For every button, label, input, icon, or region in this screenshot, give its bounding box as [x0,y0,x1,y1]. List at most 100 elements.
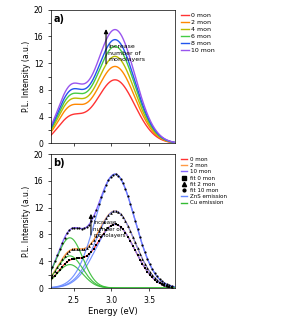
Point [53,268,57,274]
Point [126,223,130,228]
2 mon [143,262,147,266]
Point [143,261,147,266]
10 mon [143,250,147,254]
Point [145,266,150,271]
Point [157,281,162,286]
0 mon [143,266,147,270]
Point [143,265,147,270]
Point [99,235,103,240]
Point [57,246,62,252]
10 mon [49,124,53,128]
Point [157,277,162,282]
4 mon [174,141,177,145]
0 mon [71,112,75,116]
0 mon [113,78,117,82]
6 mon [133,82,136,85]
2 mon [81,102,85,106]
Point [50,272,55,277]
2 mon [123,73,126,77]
Point [97,228,101,234]
Point [97,201,101,206]
Point [116,173,120,178]
Point [87,222,91,227]
Point [84,253,89,259]
Point [118,176,123,181]
Point [135,227,140,232]
2 mon [71,247,75,251]
Point [77,226,82,231]
2 mon [71,103,75,107]
Point [126,234,130,239]
6 mon [71,92,75,95]
10 mon [106,180,109,184]
Point [50,276,55,281]
Point [157,279,162,284]
2 mon [106,214,109,218]
Point [135,246,140,251]
8 mon [71,87,75,91]
Point [65,250,69,255]
4 mon [81,97,85,100]
Line: 2 mon: 2 mon [51,67,175,143]
Legend: 0 mon, 2 mon, 10 mon, fit 0 mon, fit 2 mon, fit 10 mon, ZnS emission, Cu emissio: 0 mon, 2 mon, 10 mon, fit 0 mon, fit 2 m… [181,157,227,205]
0 mon [49,133,53,137]
Point [101,188,106,193]
Point [101,220,106,225]
Point [140,261,145,267]
0 mon [174,141,177,145]
4 mon [71,96,75,100]
Text: a): a) [53,14,65,24]
Point [147,272,152,277]
8 mon [81,87,85,91]
6 mon [123,55,126,59]
8 mon [174,140,177,144]
0 mon [123,229,126,233]
Point [67,228,72,233]
Point [152,276,157,281]
8 mon [106,45,109,49]
Point [94,233,98,238]
Point [130,234,135,239]
0 mon [113,222,117,226]
Point [57,267,62,272]
10 mon [143,106,147,109]
10 mon [133,71,136,75]
Point [167,284,171,289]
0 mon [81,111,85,115]
Point [128,238,132,244]
Point [123,187,128,192]
Point [60,240,65,245]
Point [104,182,108,188]
Point [138,257,142,262]
Point [70,247,74,252]
Point [121,227,125,232]
Point [160,279,164,284]
Point [77,246,82,252]
Point [162,281,167,286]
Point [82,255,86,260]
Point [97,239,101,244]
2 mon [49,130,53,134]
8 mon [49,125,53,129]
Line: 0 mon: 0 mon [51,224,175,287]
Point [104,216,108,221]
Point [55,253,60,258]
Point [152,270,157,276]
Y-axis label: P.L. Intensity (a.u.): P.L. Intensity (a.u.) [22,186,31,257]
Point [89,249,94,254]
10 mon [81,82,85,86]
0 mon [143,122,147,125]
Point [92,237,96,242]
Point [147,262,152,267]
Point [62,235,67,240]
6 mon [81,92,85,95]
4 mon [106,60,109,64]
Point [121,180,125,186]
Point [133,240,138,245]
Point [150,267,155,272]
Point [99,224,103,229]
Point [74,246,79,252]
Point [62,253,67,258]
Point [143,250,147,255]
Point [170,284,174,289]
